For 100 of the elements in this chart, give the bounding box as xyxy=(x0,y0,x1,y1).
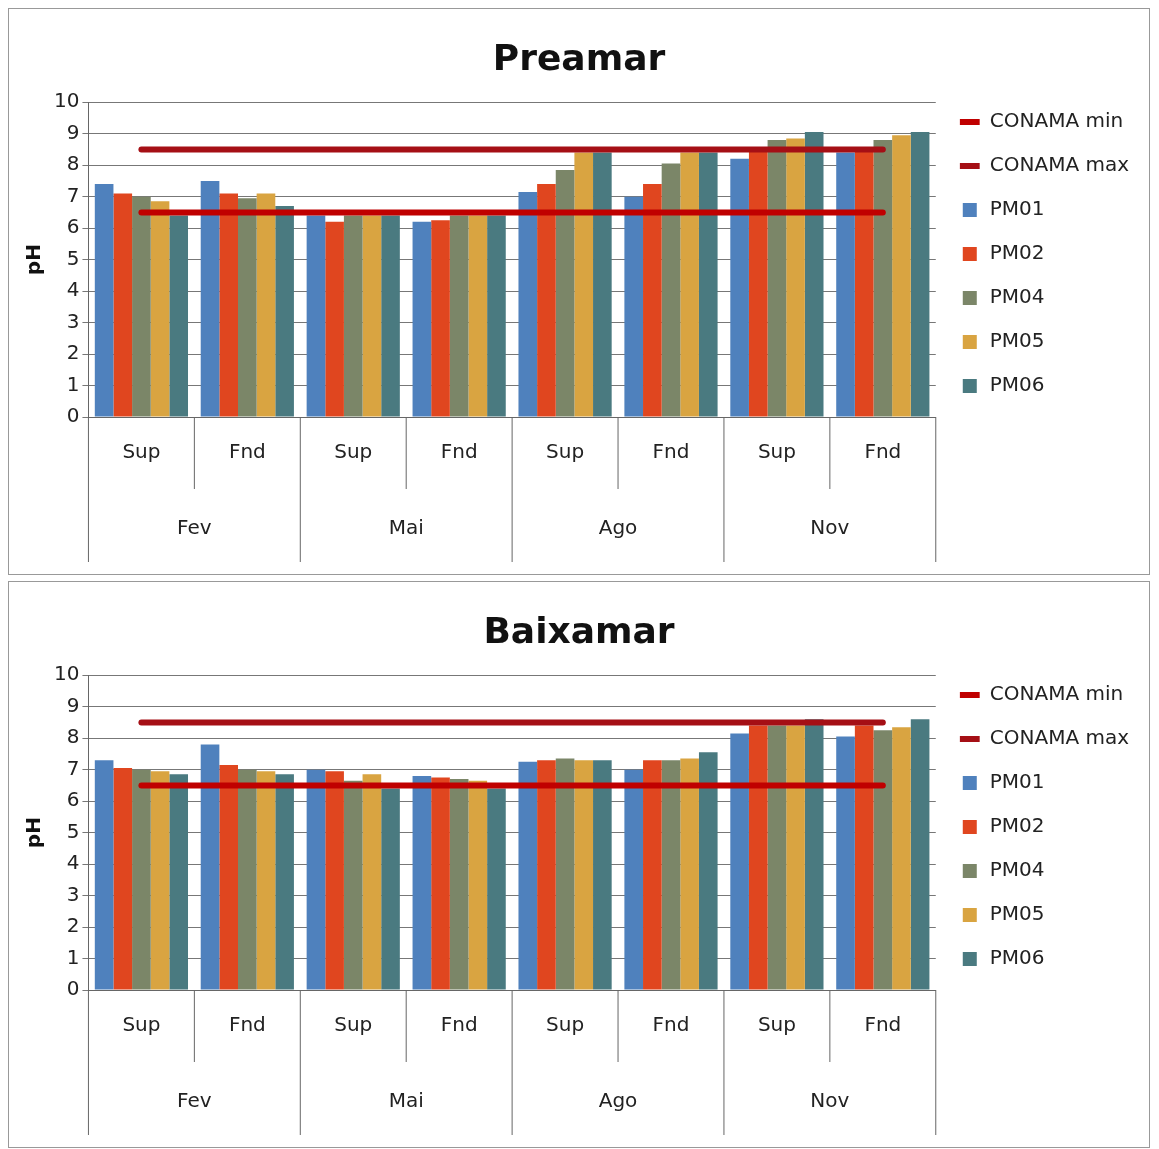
bar xyxy=(873,139,893,417)
bar xyxy=(343,780,363,990)
bar xyxy=(555,169,575,417)
bar xyxy=(892,727,911,990)
bar xyxy=(94,760,114,990)
y-tick-label: 0 xyxy=(66,403,80,428)
y-tick-label: 2 xyxy=(66,913,80,938)
bar xyxy=(537,184,556,417)
legend-label: PM04 xyxy=(989,284,1045,309)
bar xyxy=(256,771,276,990)
x-tick-label: Fnd xyxy=(652,1012,690,1037)
bar xyxy=(325,771,344,990)
y-axis-title: pH xyxy=(21,244,46,276)
bar xyxy=(767,725,787,990)
bar xyxy=(873,730,893,990)
bar xyxy=(412,775,432,990)
x-tick-label: Sup xyxy=(546,1012,585,1037)
y-tick-label: 3 xyxy=(66,308,80,333)
bar xyxy=(412,221,432,417)
text: Ago xyxy=(598,1088,638,1113)
y-tick-label: 8 xyxy=(66,151,80,176)
bar xyxy=(730,733,749,990)
text: Mai xyxy=(388,515,424,540)
bar xyxy=(518,191,538,417)
bar xyxy=(150,201,170,417)
y-tick-label: 0 xyxy=(66,976,80,1001)
bar xyxy=(343,215,363,417)
x-tick-label: Sup xyxy=(757,439,796,464)
bar xyxy=(200,744,220,990)
legend-label: PM02 xyxy=(989,813,1045,838)
legend-label: PM04 xyxy=(989,857,1045,882)
bar xyxy=(804,132,824,417)
bar xyxy=(362,215,382,417)
text: Nov xyxy=(810,1088,850,1113)
bar xyxy=(113,193,133,417)
bar xyxy=(730,158,749,417)
bar xyxy=(132,769,151,990)
y-tick-label: 2 xyxy=(66,340,80,365)
bar xyxy=(624,196,644,417)
legend-label: PM06 xyxy=(989,945,1045,970)
legend-label: PM05 xyxy=(989,901,1045,926)
bar xyxy=(574,760,594,990)
bar xyxy=(593,152,612,417)
legend-label: PM01 xyxy=(989,769,1045,794)
legend-label: CONAMA min xyxy=(989,108,1124,133)
y-tick-label: 3 xyxy=(66,881,80,906)
bar xyxy=(431,220,450,417)
legend-label: PM02 xyxy=(989,240,1045,265)
bar xyxy=(518,761,538,990)
bar xyxy=(449,779,469,990)
y-tick-label: 6 xyxy=(66,787,80,812)
bar xyxy=(854,149,874,417)
x-tick-label: Sup xyxy=(334,1012,373,1037)
chart-title: Baixamar xyxy=(483,609,675,651)
x-tick-label: Sup xyxy=(546,439,585,464)
bar xyxy=(150,771,170,990)
bar xyxy=(306,769,326,990)
bar xyxy=(200,180,220,417)
y-tick-label: 10 xyxy=(54,88,80,113)
bar xyxy=(113,768,133,990)
bar xyxy=(306,215,326,417)
x-tick-label: Fnd xyxy=(440,439,478,464)
bar xyxy=(219,764,238,990)
legend-label: PM01 xyxy=(989,196,1045,221)
bar xyxy=(643,184,662,417)
bar xyxy=(574,152,594,417)
bar xyxy=(132,196,151,417)
bar xyxy=(487,215,506,417)
bar xyxy=(643,760,662,990)
bar xyxy=(362,774,382,990)
x-tick-label: Sup xyxy=(757,1012,796,1037)
legend-label: PM05 xyxy=(989,328,1045,353)
bar xyxy=(910,132,930,417)
legend-label: PM06 xyxy=(989,372,1045,397)
bar xyxy=(698,752,718,990)
bar xyxy=(537,760,556,990)
x-tick-label: Sup xyxy=(122,1012,161,1037)
y-tick-label: 7 xyxy=(66,755,80,780)
text: Ago xyxy=(598,515,638,540)
bar xyxy=(468,215,488,417)
bar xyxy=(748,149,768,417)
bar xyxy=(381,788,400,990)
bar xyxy=(169,215,189,417)
bar xyxy=(238,198,257,417)
y-tick-label: 7 xyxy=(66,182,80,207)
text: Nov xyxy=(810,515,850,540)
x-tick-label: Sup xyxy=(122,439,161,464)
bar xyxy=(449,215,469,417)
y-tick-label: 4 xyxy=(66,277,80,302)
x-tick-label: Fnd xyxy=(652,439,690,464)
y-tick-label: 1 xyxy=(66,944,80,969)
bar xyxy=(836,736,855,990)
legend-label: CONAMA max xyxy=(989,725,1130,750)
bar xyxy=(680,152,699,417)
bar xyxy=(892,135,911,417)
y-tick-label: 8 xyxy=(66,724,80,749)
bar xyxy=(910,719,930,990)
bar xyxy=(698,152,718,417)
bar xyxy=(238,769,257,990)
bar xyxy=(555,758,575,990)
